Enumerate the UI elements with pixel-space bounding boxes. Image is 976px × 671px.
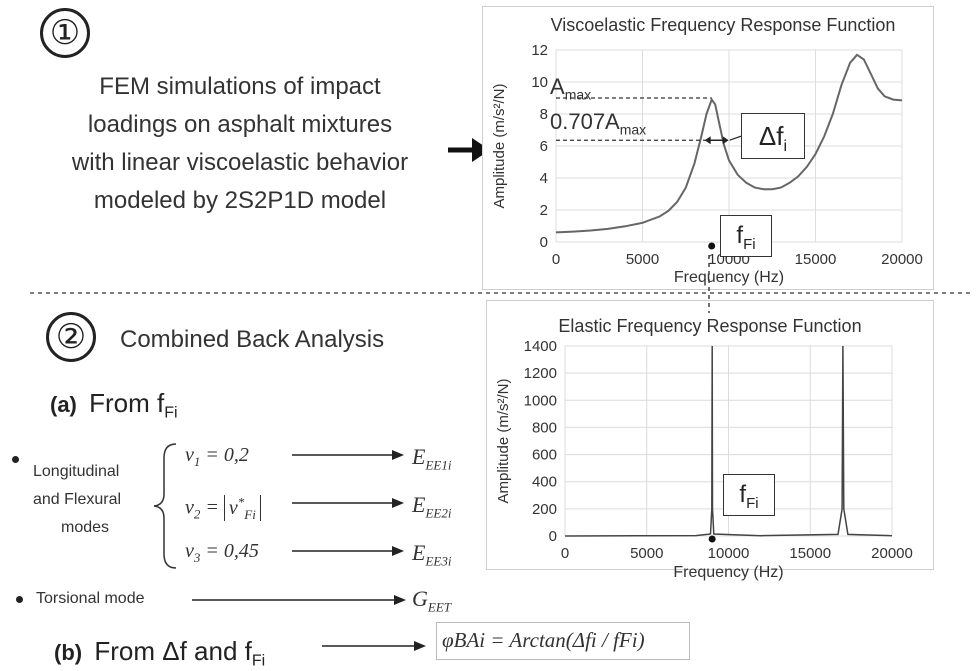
fFi-marker-dot — [708, 242, 716, 250]
fFi-box-top: fFi — [720, 215, 772, 257]
left-brace — [153, 443, 177, 569]
x-tick-label: 0 — [552, 251, 560, 268]
delta-f-leader — [729, 135, 742, 141]
nu2-equation: v2 = v*Fi — [185, 494, 261, 523]
y-tick-label: 400 — [532, 474, 557, 491]
y-tick-label: 8 — [540, 106, 548, 123]
y-tick-label: 0 — [549, 528, 557, 545]
y-tick-label: 200 — [532, 501, 557, 518]
viscoelastic-chart-title: Viscoelastic Frequency Response Function — [550, 15, 896, 35]
y-tick-label: 12 — [531, 42, 548, 59]
x-tick-label: 5000 — [630, 545, 663, 562]
x-tick-label: 0 — [561, 545, 569, 562]
elastic-x-axis-label: Frequency (Hz) — [673, 564, 783, 581]
arrow-right-icon — [322, 641, 426, 651]
y-tick-label: 2 — [540, 202, 548, 219]
elastic-y-axis-label: Amplitude (m/s²/N) — [495, 378, 512, 503]
arrow-right-icon — [192, 595, 406, 605]
phase-angle-formula: φBAi = Arctan(Δfi / fFi) — [442, 628, 645, 652]
bullet-1 — [12, 456, 19, 463]
description-line-2: loadings on asphalt mixtures — [87, 111, 393, 138]
output-EEE2i: EEE2i — [412, 492, 452, 521]
bullet-2-label: Torsional mode — [36, 590, 145, 607]
y-tick-label: 1000 — [524, 392, 557, 409]
description-line-4: modeled by 2S2P1D model — [93, 187, 387, 214]
bullet-2 — [16, 596, 23, 603]
delta-f-box: Δfi — [741, 113, 805, 159]
section-1-number: ① — [40, 8, 90, 58]
viscoelastic-x-axis-label: Frequency (Hz) — [674, 269, 784, 286]
section-divider — [30, 292, 972, 294]
x-tick-label: 20000 — [871, 545, 913, 562]
amax-label: Amax — [550, 74, 592, 103]
fFi-connector — [708, 255, 710, 313]
arrow-right-icon — [292, 450, 404, 460]
viscoelastic-y-axis-label: Amplitude (m/s²/N) — [491, 83, 508, 208]
x-tick-label: 15000 — [795, 251, 837, 268]
section-2-number: ② — [46, 312, 96, 362]
nu1-equation: v1 = 0,2 — [185, 444, 249, 469]
y-tick-label: 6 — [540, 138, 548, 155]
arrow-right-icon — [448, 138, 490, 162]
description-line-3: with linear viscoelastic behavior — [71, 149, 409, 176]
description-line-1: FEM simulations of impact — [99, 73, 381, 100]
y-tick-label: 600 — [532, 447, 557, 464]
y-tick-label: 0 — [540, 234, 548, 251]
arrow-right-icon — [722, 136, 729, 145]
x-tick-label: 5000 — [626, 251, 659, 268]
y-tick-label: 10 — [531, 74, 548, 91]
sub-b-heading: (b) From Δf and fFi — [54, 636, 266, 670]
sub-a-heading: (a) From fFi — [50, 388, 178, 422]
mapping-arrows — [292, 450, 404, 556]
y-tick-label: 4 — [540, 170, 548, 187]
elastic-chart: Elastic Frequency Response Function — [486, 300, 934, 570]
viscoelastic-response-series — [555, 53, 903, 234]
y-tick-label: 1400 — [524, 338, 557, 355]
output-EEE3i: EEE3i — [412, 540, 452, 569]
a707-label: 0.707Amax — [550, 109, 647, 138]
section-2-title: Combined Back Analysis — [120, 326, 385, 353]
arrow-left-icon — [704, 136, 711, 145]
elastic-chart-plot: 0 200 400 600 800 1000 1200 1400 0 5000 10000 1500… — [495, 338, 913, 581]
bullet-1-label: Longitudinal and Flexural modes — [33, 463, 122, 536]
y-tick-label: 800 — [532, 419, 557, 436]
elastic-response-series — [564, 345, 893, 537]
fFi-marker-dot — [708, 535, 716, 543]
arrow-right-icon — [292, 498, 404, 508]
x-tick-label: 10000 — [708, 545, 750, 562]
nu3-equation: v3 = 0,45 — [185, 540, 259, 565]
output-GEET: GEET — [412, 586, 452, 615]
fFi-box-bottom: fFi — [723, 474, 775, 516]
x-tick-label: 20000 — [881, 251, 923, 268]
y-tick-label: 1200 — [524, 365, 557, 382]
viscoelastic-chart: Viscoelastic Frequency Response Function — [482, 6, 934, 290]
phase-angle-formula-box — [436, 622, 690, 660]
arrow-right-icon — [292, 546, 404, 556]
output-EEE1i: EEE1i — [412, 444, 452, 473]
elastic-chart-title: Elastic Frequency Response Function — [558, 316, 862, 336]
x-tick-label: 15000 — [789, 545, 831, 562]
section-1-description: FEM simulations of impact loadings on as… — [30, 68, 450, 220]
